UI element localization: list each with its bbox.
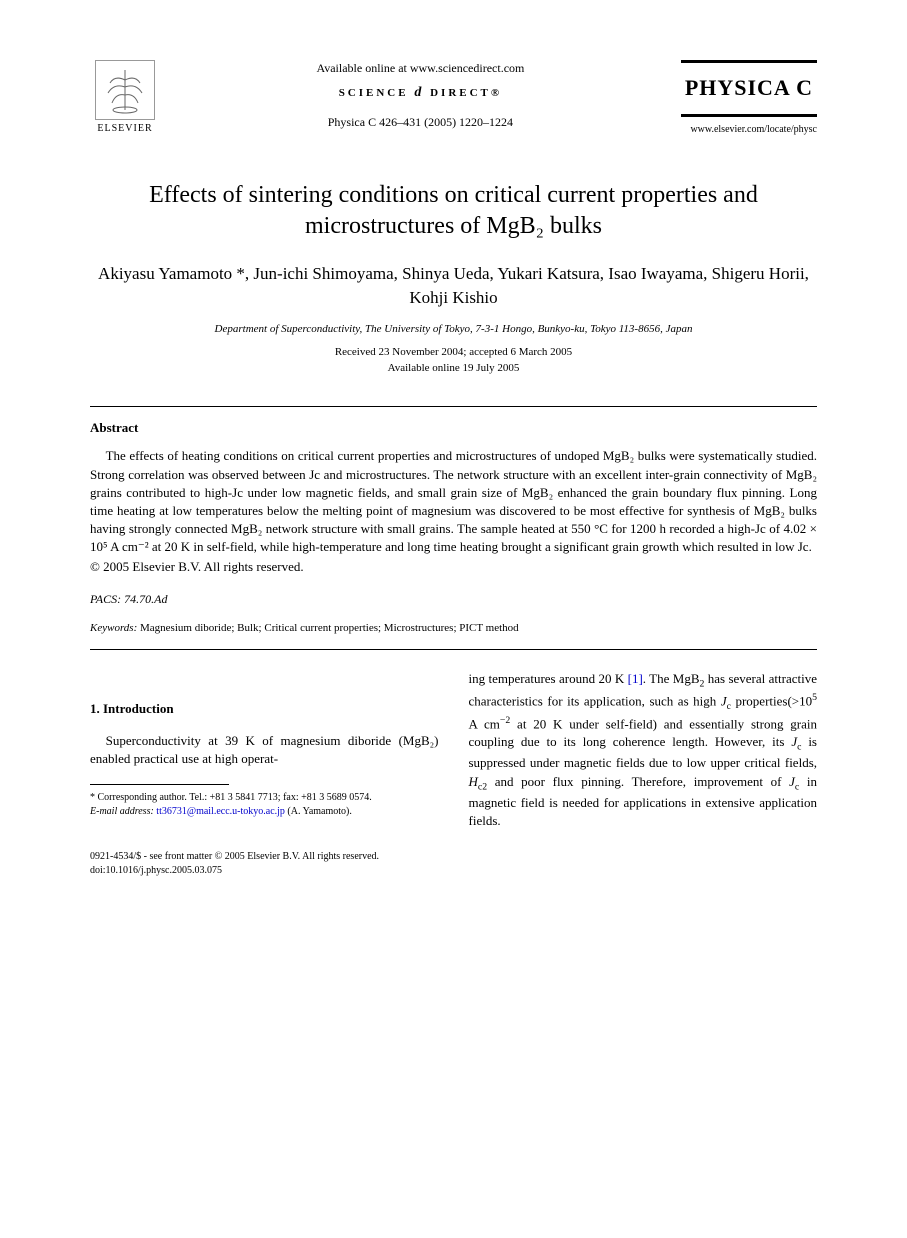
body-columns: 1. Introduction Superconductivity at 39 … [90,670,817,830]
footnote-rule [90,784,229,785]
available-online-text: Available online at www.sciencedirect.co… [180,60,661,77]
left-column: 1. Introduction Superconductivity at 39 … [90,670,439,830]
email-author-name: (A. Yamamoto). [287,806,351,817]
article-title: Effects of sintering conditions on criti… [90,180,817,242]
sd-d-icon: d [414,83,424,103]
rule-below-keywords [90,649,817,650]
citation-text: Physica C 426–431 (2005) 1220–1224 [180,114,661,131]
science-text: SCIENCE [339,87,409,99]
email-address[interactable]: tt36731@mail.ecc.u-tokyo.ac.jp [156,806,285,817]
science-direct-logo: SCIENCE d DIRECT® [180,83,661,103]
rule-above-abstract [90,406,817,407]
center-header: Available online at www.sciencedirect.co… [160,60,681,131]
corresponding-footnote: * Corresponding author. Tel.: +81 3 5841… [90,791,439,805]
journal-badge: PHYSICA C www.elsevier.com/locate/physc [681,60,817,137]
elsevier-tree-icon [95,60,155,120]
footer-doi: doi:10.1016/j.physc.2005.03.075 [90,864,817,878]
elsevier-name: ELSEVIER [97,122,152,136]
right-column: ing temperatures around 20 K [1]. The Mg… [469,670,818,830]
keywords-label: Keywords: [90,622,137,634]
abstract-text: The effects of heating conditions on cri… [90,447,817,556]
abstract-heading: Abstract [90,419,817,437]
copyright-line: © 2005 Elsevier B.V. All rights reserved… [90,558,817,576]
intro-para-left: Superconductivity at 39 K of magnesium d… [90,732,439,768]
ref-1-link[interactable]: [1] [628,671,643,686]
pacs-line: PACS: 74.70.Ad [90,591,817,608]
dates-received: Received 23 November 2004; accepted 6 Ma… [90,345,817,360]
pacs-value: 74.70.Ad [124,592,167,606]
page-header: ELSEVIER Available online at www.science… [90,60,817,140]
direct-text: DIRECT® [430,87,502,99]
authors-list: Akiyasu Yamamoto *, Jun-ichi Shimoyama, … [90,262,817,310]
keywords-line: Keywords: Magnesium diboride; Bulk; Crit… [90,621,817,636]
email-label: E-mail address: [90,806,154,817]
section-1-heading: 1. Introduction [90,700,439,718]
pacs-label: PACS: [90,592,121,606]
dates-online: Available online 19 July 2005 [90,361,817,376]
affiliation: Department of Superconductivity, The Uni… [90,322,817,337]
keywords-value: Magnesium diboride; Bulk; Critical curre… [140,622,519,634]
intro-para-right: ing temperatures around 20 K [1]. The Mg… [469,670,818,830]
footer-line1: 0921-4534/$ - see front matter © 2005 El… [90,850,817,864]
elsevier-logo: ELSEVIER [90,60,160,140]
journal-name: PHYSICA C [681,60,817,117]
email-footnote: E-mail address: tt36731@mail.ecc.u-tokyo… [90,805,439,819]
page-footer: 0921-4534/$ - see front matter © 2005 El… [90,850,817,878]
journal-url: www.elsevier.com/locate/physc [681,123,817,137]
article-dates: Received 23 November 2004; accepted 6 Ma… [90,345,817,376]
